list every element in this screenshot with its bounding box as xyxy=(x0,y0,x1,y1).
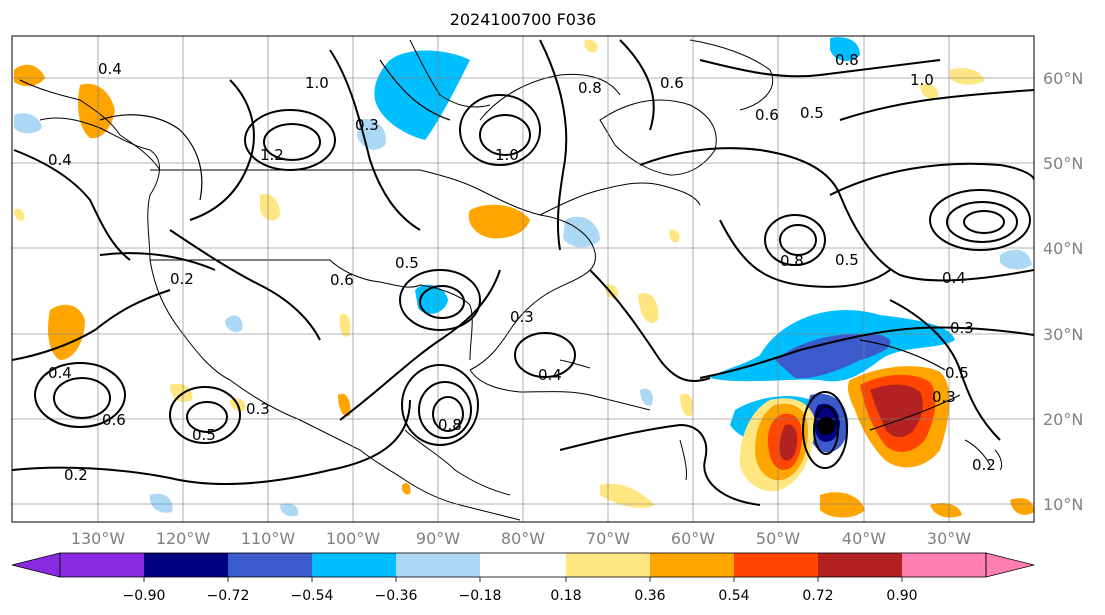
colorbar-tick-label: 0.36 xyxy=(634,588,665,604)
contour-label: 1.0 xyxy=(495,146,519,164)
contour-label: 0.8 xyxy=(578,79,602,97)
contour-label: 0.5 xyxy=(835,251,859,269)
contour-label: 0.4 xyxy=(98,60,122,78)
latitude-label: 30°N xyxy=(1043,325,1083,344)
contour-label: 0.6 xyxy=(755,106,779,124)
longitude-label: 110°W xyxy=(241,529,296,548)
contour-lines xyxy=(12,39,1034,506)
latitude-label: 50°N xyxy=(1043,154,1083,173)
contour-label: 1.2 xyxy=(260,146,284,164)
contour-label-group: 0.4 0.3 1.0 1.2 0.6 0.5 0.3 0.8 1.0 0.6 … xyxy=(48,51,996,484)
contour-label: 0.8 xyxy=(438,416,462,434)
graticule xyxy=(12,36,1034,522)
colorbar-bin xyxy=(818,553,902,577)
contour-label: 0.8 xyxy=(835,51,859,69)
longitude-label: 130°W xyxy=(71,529,126,548)
colorbar-bin xyxy=(566,553,650,577)
longitude-label: 90°W xyxy=(416,529,460,548)
map-frame xyxy=(11,35,1035,523)
contour-label: 0.5 xyxy=(395,254,419,272)
contour-label: 0.3 xyxy=(355,116,379,134)
longitude-axis: 130°W 120°W 110°W 100°W 90°W 80°W 70°W 6… xyxy=(71,529,971,548)
contour-label: 0.2 xyxy=(170,270,194,288)
latitude-axis: 60°N 50°N 40°N 30°N 20°N 10°N xyxy=(1043,69,1083,514)
colorbar-tick-label: −0.54 xyxy=(291,588,334,604)
colorbar-extend-high xyxy=(985,552,1035,578)
storm-center-marker xyxy=(817,417,835,435)
coastlines xyxy=(19,39,1003,521)
colorbar-tick-label: −0.90 xyxy=(123,588,166,604)
longitude-label: 80°W xyxy=(501,529,545,548)
map-title: 2024100700 F036 xyxy=(449,10,597,29)
longitude-label: 50°W xyxy=(756,529,800,548)
colorbar-bin xyxy=(650,553,734,577)
longitude-label: 70°W xyxy=(586,529,630,548)
contour-label: 0.8 xyxy=(780,252,804,270)
contour-label: 0.6 xyxy=(330,271,354,289)
contour-label: 0.3 xyxy=(932,388,956,406)
colorbar-bin xyxy=(60,553,144,577)
colorbar-bin xyxy=(480,553,566,577)
colorbar-tick-label: −0.18 xyxy=(459,588,502,604)
latitude-label: 60°N xyxy=(1043,69,1083,88)
longitude-label: 60°W xyxy=(671,529,715,548)
colorbar-tick-label: −0.36 xyxy=(375,588,418,604)
contour-label: 1.0 xyxy=(910,71,934,89)
colorbar-extend-low xyxy=(11,552,61,578)
colorbar-tick-label: 0.90 xyxy=(886,588,917,604)
map-panel: 0.4 0.3 1.0 1.2 0.6 0.5 0.3 0.8 1.0 0.6 … xyxy=(12,36,1034,522)
colorbar-bin xyxy=(902,553,986,577)
contour-label: 0.5 xyxy=(192,426,216,444)
contour-label: 0.6 xyxy=(102,411,126,429)
colorbar-tick-label: −0.72 xyxy=(207,588,250,604)
colorbar-bin xyxy=(228,553,312,577)
contour-label: 0.6 xyxy=(660,74,684,92)
colorbar-bin xyxy=(396,553,480,577)
colorbar-bin xyxy=(734,553,818,577)
colorbar-tick-label: 0.72 xyxy=(802,588,833,604)
contour-label: 1.0 xyxy=(305,74,329,92)
latitude-label: 40°N xyxy=(1043,239,1083,258)
longitude-label: 30°W xyxy=(927,529,971,548)
colorbar-bin xyxy=(144,553,228,577)
colorbar: −0.90 −0.72 −0.54 −0.36 −0.18 0.18 0.36 … xyxy=(11,552,1035,604)
contour-label: 0.2 xyxy=(972,456,996,474)
contour-label: 0.3 xyxy=(950,319,974,337)
contour-label: 0.2 xyxy=(64,466,88,484)
latitude-label: 20°N xyxy=(1043,410,1083,429)
longitude-label: 40°W xyxy=(842,529,886,548)
colorbar-bin xyxy=(312,553,396,577)
contour-label: 0.5 xyxy=(800,104,824,122)
contour-label: 0.4 xyxy=(48,364,72,382)
colorbar-tick-label: 0.18 xyxy=(550,588,581,604)
contour-label: 0.4 xyxy=(48,151,72,169)
colorbar-tick-label: 0.54 xyxy=(718,588,749,604)
contour-label: 0.3 xyxy=(510,308,534,326)
contour-lines-thin xyxy=(99,59,961,431)
contour-label: 0.4 xyxy=(538,366,562,384)
contour-label: 0.5 xyxy=(945,364,969,382)
longitude-label: 100°W xyxy=(326,529,381,548)
latitude-label: 10°N xyxy=(1043,495,1083,514)
longitude-label: 120°W xyxy=(156,529,211,548)
contour-label: 0.3 xyxy=(246,400,270,418)
contour-label: 0.4 xyxy=(942,269,966,287)
